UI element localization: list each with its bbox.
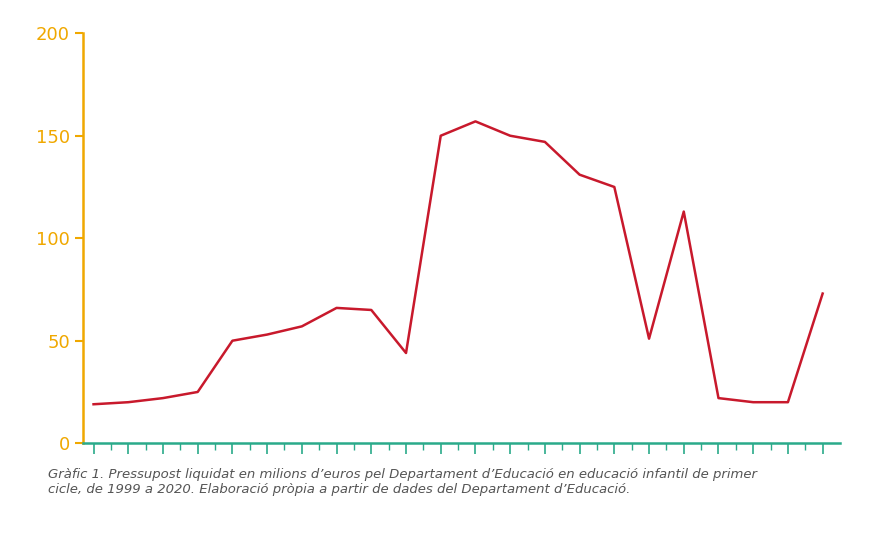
Text: Gràfic 1. Pressupost liquidat en milions d’euros pel Departament d’Educació en e: Gràfic 1. Pressupost liquidat en milions… bbox=[48, 468, 757, 496]
